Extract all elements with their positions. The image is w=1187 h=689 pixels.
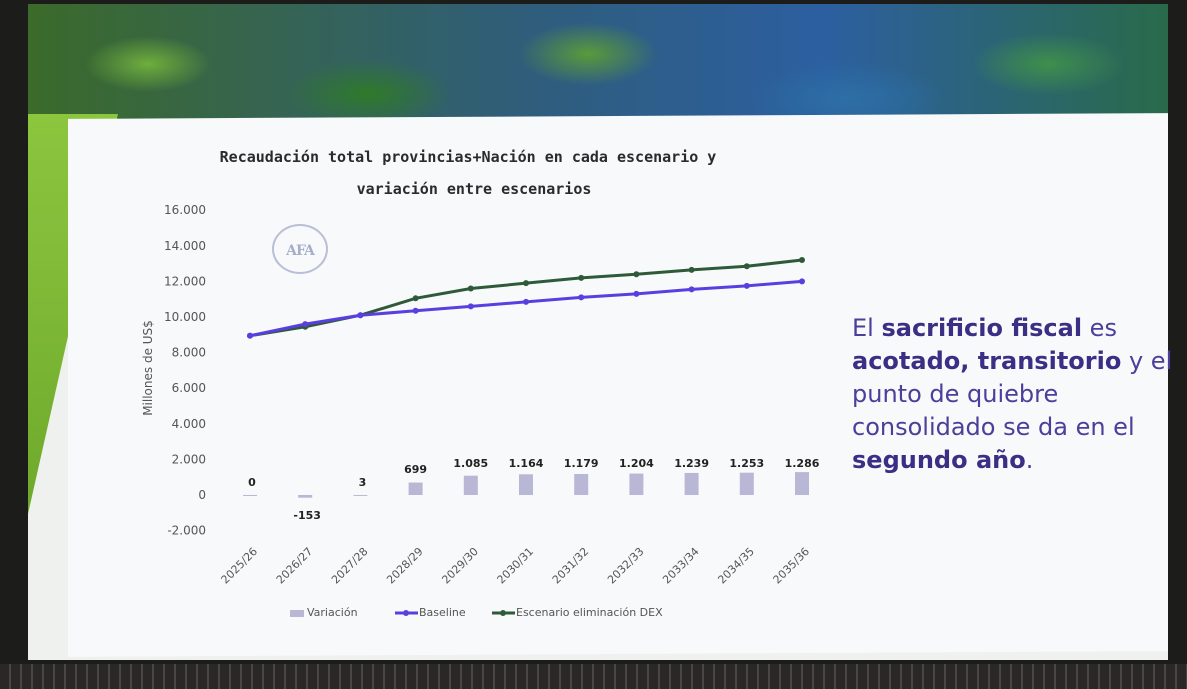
variation-data-label: 1.286 — [785, 457, 820, 470]
y-tick-label: 0 — [198, 488, 206, 502]
variation-data-label: 1.253 — [729, 457, 764, 470]
x-tick-label: 2029/30 — [439, 545, 481, 587]
variation-bar — [353, 494, 368, 496]
series-point — [467, 285, 474, 292]
message-part: y el punto de quiebre consolidado se da … — [852, 347, 1173, 441]
message-part: El — [852, 314, 882, 342]
variation-data-label: -153 — [293, 509, 321, 522]
variation-bar — [463, 475, 478, 495]
variation-bar — [298, 495, 313, 498]
message-part: segundo año — [852, 446, 1026, 474]
variation-data-label: 1.204 — [619, 457, 654, 470]
chart-title-line-1: Recaudación total provincias+Nación en c… — [220, 148, 717, 166]
data-labels: 0 -153 3 699 1.085 1.164 1.179 1.204 1.239 1.253 1… — [248, 457, 820, 522]
x-tick-label: 2027/28 — [329, 545, 371, 587]
y-tick-label: -2.000 — [167, 524, 206, 538]
series-point — [302, 321, 309, 328]
series-point — [743, 263, 750, 270]
message-part: . — [1025, 446, 1034, 474]
variation-data-label: 1.085 — [453, 457, 488, 470]
series-point — [799, 257, 805, 264]
x-tick-label: 2035/36 — [771, 545, 813, 587]
x-tick-label: 2030/31 — [495, 545, 537, 587]
legend-marker-baseline — [403, 610, 409, 616]
series-point — [412, 307, 419, 314]
y-axis-ticks: -2.000 0 2.000 4.000 6.000 8.000 10.000 12.000 1… — [164, 203, 206, 537]
variation-data-label: 1.179 — [564, 457, 599, 470]
variation-data-label: 0 — [248, 476, 256, 489]
y-tick-label: 12.000 — [164, 274, 206, 288]
legend-label-baseline: Baseline — [419, 606, 466, 619]
x-tick-label: 2026/27 — [274, 545, 316, 587]
series-point — [743, 282, 750, 289]
slide-message: El sacrificio fiscal es acotado, transit… — [852, 312, 1182, 477]
y-axis-label: Millones de US$ — [141, 320, 155, 416]
y-tick-label: 10.000 — [164, 310, 206, 324]
series-lines — [247, 257, 805, 339]
x-tick-label: 2028/29 — [384, 545, 426, 587]
variation-data-label: 1.164 — [509, 457, 544, 470]
series-point — [412, 295, 419, 302]
series-point — [688, 266, 695, 273]
x-axis-ticks: 2025/26 2026/27 2027/28 2028/29 2029/30 2030/… — [219, 545, 813, 587]
message-part: es — [1082, 314, 1117, 342]
slide-screen — [28, 4, 1168, 660]
variation-bar — [519, 474, 533, 495]
y-tick-label: 4.000 — [172, 417, 206, 431]
series-point — [578, 294, 585, 301]
legend-marker-escenario — [500, 610, 506, 616]
message-part: acotado, transitorio — [852, 347, 1122, 375]
variation-bar — [795, 472, 809, 495]
variation-bar — [243, 495, 257, 496]
institution-seal: AFA — [272, 224, 328, 274]
variation-bar — [574, 474, 589, 495]
series-point — [799, 278, 805, 285]
x-tick-label: 2034/35 — [715, 545, 757, 587]
y-tick-label: 14.000 — [164, 239, 206, 253]
legend-label-escenario: Escenario eliminación DEX — [516, 606, 663, 619]
x-tick-label: 2032/33 — [605, 545, 647, 587]
series-point — [688, 286, 695, 293]
variation-bar — [408, 482, 423, 495]
series-point — [467, 303, 474, 310]
y-tick-label: 2.000 — [172, 452, 206, 466]
series-point — [633, 271, 640, 278]
variation-bar — [629, 473, 644, 495]
variation-data-label: 699 — [404, 463, 427, 476]
variation-data-label: 1.239 — [674, 457, 709, 470]
y-tick-label: 8.000 — [172, 346, 206, 360]
legend-label-variacion: Variación — [307, 606, 358, 619]
series-point — [523, 298, 529, 305]
x-tick-label: 2033/34 — [660, 545, 702, 587]
variation-bars — [243, 472, 809, 498]
y-tick-label: 16.000 — [164, 203, 206, 217]
series-line — [249, 258, 803, 338]
series-point — [247, 332, 253, 339]
variation-bar — [739, 472, 754, 495]
series-point — [578, 274, 585, 281]
legend: Variación Baseline Escenario eliminación D… — [290, 606, 663, 619]
variation-data-label: 3 — [359, 476, 367, 489]
x-tick-label: 2031/32 — [550, 545, 592, 587]
legend-swatch-variacion — [290, 610, 304, 617]
chart-title-line-2: variación entre escenarios — [357, 180, 592, 198]
variation-bar — [684, 472, 699, 495]
x-tick-label: 2025/26 — [219, 545, 261, 587]
message-part: sacrificio fiscal — [881, 314, 1083, 342]
series-point — [523, 280, 529, 287]
series-point — [357, 312, 364, 319]
screen-bottom-edge — [0, 664, 1187, 689]
series-line — [249, 279, 803, 338]
y-tick-label: 6.000 — [172, 381, 206, 395]
series-point — [633, 290, 640, 297]
